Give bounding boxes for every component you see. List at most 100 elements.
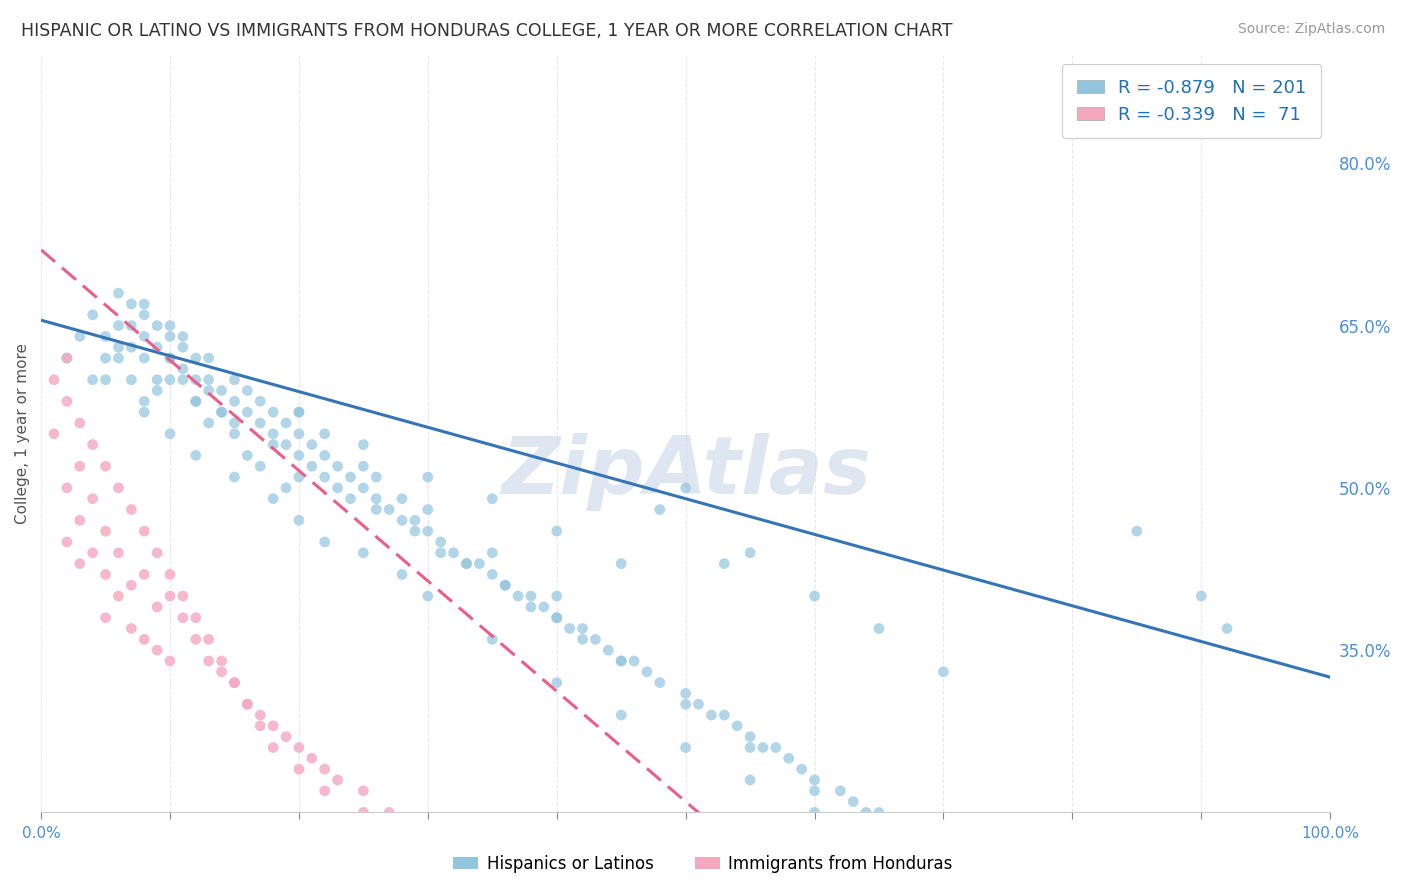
Point bbox=[520, 589, 543, 603]
Text: ZipAtlas: ZipAtlas bbox=[501, 433, 870, 510]
Point bbox=[172, 610, 194, 624]
Point bbox=[184, 394, 207, 409]
Point bbox=[326, 772, 349, 787]
Point bbox=[391, 567, 413, 582]
Point bbox=[520, 599, 543, 614]
Point bbox=[94, 524, 117, 538]
Point bbox=[94, 329, 117, 343]
Point bbox=[725, 719, 748, 733]
Point bbox=[107, 589, 129, 603]
Point bbox=[1126, 524, 1149, 538]
Point bbox=[456, 557, 478, 571]
Point bbox=[120, 340, 142, 354]
Point bbox=[211, 405, 233, 419]
Point bbox=[262, 491, 284, 506]
Point bbox=[94, 459, 117, 474]
Point bbox=[134, 394, 156, 409]
Point bbox=[262, 437, 284, 451]
Point bbox=[378, 502, 401, 516]
Point bbox=[352, 805, 374, 820]
Point bbox=[236, 405, 259, 419]
Point bbox=[172, 329, 194, 343]
Point bbox=[546, 610, 568, 624]
Point bbox=[288, 405, 311, 419]
Point bbox=[211, 654, 233, 668]
Point bbox=[107, 286, 129, 301]
Point bbox=[571, 622, 593, 636]
Point bbox=[894, 827, 917, 841]
Point bbox=[997, 881, 1019, 892]
Point bbox=[481, 491, 503, 506]
Point bbox=[494, 871, 516, 885]
Point bbox=[610, 654, 633, 668]
Point bbox=[868, 838, 890, 852]
Point bbox=[184, 610, 207, 624]
Point bbox=[172, 589, 194, 603]
Point bbox=[249, 394, 271, 409]
Point bbox=[94, 610, 117, 624]
Point bbox=[314, 784, 336, 798]
Point bbox=[778, 751, 800, 765]
Point bbox=[738, 730, 761, 744]
Point bbox=[236, 384, 259, 398]
Point bbox=[700, 708, 723, 723]
Point bbox=[262, 426, 284, 441]
Point bbox=[366, 502, 388, 516]
Point bbox=[56, 394, 79, 409]
Point bbox=[481, 567, 503, 582]
Point bbox=[546, 610, 568, 624]
Point bbox=[803, 805, 825, 820]
Point bbox=[184, 351, 207, 365]
Point bbox=[159, 654, 181, 668]
Point bbox=[803, 772, 825, 787]
Point bbox=[249, 416, 271, 430]
Point bbox=[830, 784, 852, 798]
Point bbox=[598, 643, 620, 657]
Point bbox=[236, 449, 259, 463]
Point bbox=[120, 502, 142, 516]
Point bbox=[738, 546, 761, 560]
Point bbox=[211, 405, 233, 419]
Point bbox=[288, 740, 311, 755]
Point bbox=[120, 373, 142, 387]
Point bbox=[868, 805, 890, 820]
Point bbox=[236, 698, 259, 712]
Point bbox=[314, 762, 336, 776]
Point bbox=[404, 524, 426, 538]
Point bbox=[675, 698, 697, 712]
Point bbox=[416, 524, 439, 538]
Point bbox=[159, 351, 181, 365]
Point bbox=[146, 643, 169, 657]
Point bbox=[211, 384, 233, 398]
Point bbox=[416, 470, 439, 484]
Point bbox=[803, 589, 825, 603]
Point bbox=[134, 297, 156, 311]
Point bbox=[274, 481, 297, 495]
Point bbox=[314, 470, 336, 484]
Point bbox=[932, 859, 955, 873]
Point bbox=[366, 470, 388, 484]
Point bbox=[494, 578, 516, 592]
Point bbox=[288, 426, 311, 441]
Point bbox=[688, 698, 710, 712]
Point bbox=[429, 535, 451, 549]
Point bbox=[120, 318, 142, 333]
Point bbox=[94, 567, 117, 582]
Text: HISPANIC OR LATINO VS IMMIGRANTS FROM HONDURAS COLLEGE, 1 YEAR OR MORE CORRELATI: HISPANIC OR LATINO VS IMMIGRANTS FROM HO… bbox=[21, 22, 953, 40]
Point bbox=[623, 654, 645, 668]
Point bbox=[197, 632, 219, 647]
Point bbox=[134, 405, 156, 419]
Point bbox=[468, 557, 491, 571]
Point bbox=[366, 491, 388, 506]
Point bbox=[533, 599, 555, 614]
Point bbox=[610, 708, 633, 723]
Y-axis label: College, 1 year or more: College, 1 year or more bbox=[15, 343, 30, 524]
Point bbox=[546, 675, 568, 690]
Point bbox=[224, 675, 246, 690]
Point bbox=[82, 546, 104, 560]
Point bbox=[416, 827, 439, 841]
Point bbox=[94, 373, 117, 387]
Point bbox=[352, 784, 374, 798]
Point bbox=[146, 373, 169, 387]
Point bbox=[391, 513, 413, 527]
